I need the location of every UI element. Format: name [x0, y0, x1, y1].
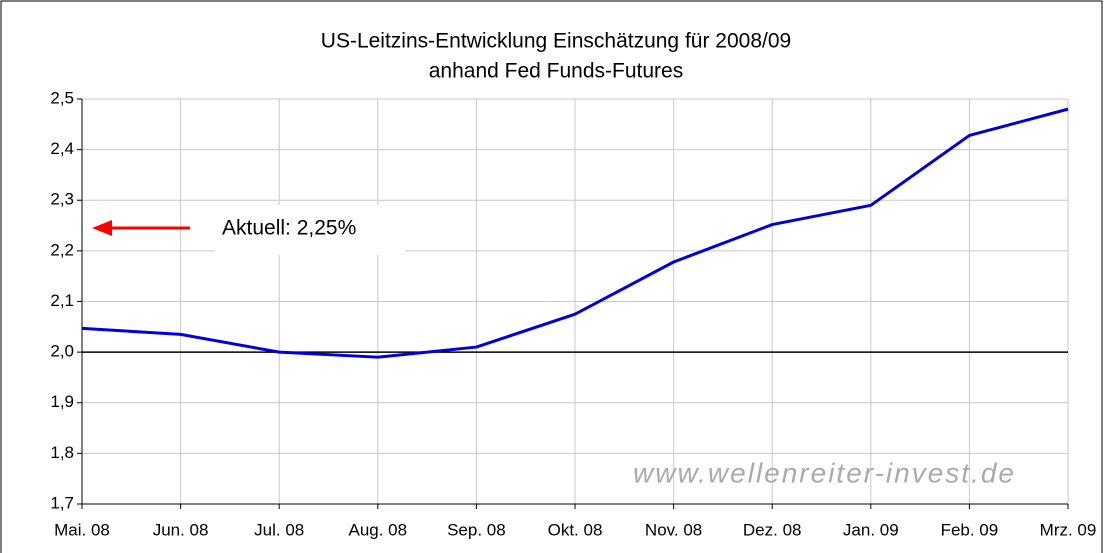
- x-tick-label: Feb. 09: [941, 520, 999, 539]
- line-series: [81, 107, 1069, 359]
- y-tick-label: 2,4: [50, 139, 74, 158]
- chart-title: US-Leitzins-Entwicklung Einschätzung für…: [321, 30, 791, 53]
- x-tick-label: Mrz. 09: [1040, 520, 1097, 539]
- annotation-box: [215, 205, 405, 255]
- y-tick-label: 2,3: [50, 190, 74, 209]
- x-tick-label: Mai. 08: [54, 520, 110, 539]
- annotation-arrowhead: [92, 220, 112, 236]
- y-tick-label: 2,5: [50, 88, 74, 107]
- x-tick-label: Aug. 08: [348, 520, 407, 539]
- y-tick-label: 1,8: [50, 443, 74, 462]
- annotation: Aktuell: 2,25%: [222, 217, 356, 240]
- x-tick-label: Jun. 08: [153, 520, 209, 539]
- x-tick-label: Sep. 08: [447, 520, 506, 539]
- y-tick-label: 1,9: [50, 392, 74, 411]
- x-tick-label: Jan. 09: [843, 520, 899, 539]
- chart-subtitle: anhand Fed Funds-Futures: [429, 60, 683, 83]
- x-tick-label: Jul. 08: [254, 520, 304, 539]
- watermark: www.wellenreiter-invest.de: [633, 457, 1016, 488]
- x-tick-label: Nov. 08: [645, 520, 702, 539]
- y-tick-label: 1,7: [50, 493, 74, 512]
- y-tick-label: 2,2: [50, 240, 74, 259]
- y-tick-label: 2,1: [50, 291, 74, 310]
- x-tick-label: Okt. 08: [548, 520, 603, 539]
- y-tick-label: 2,0: [50, 342, 74, 361]
- x-tick-label: Dez. 08: [743, 520, 802, 539]
